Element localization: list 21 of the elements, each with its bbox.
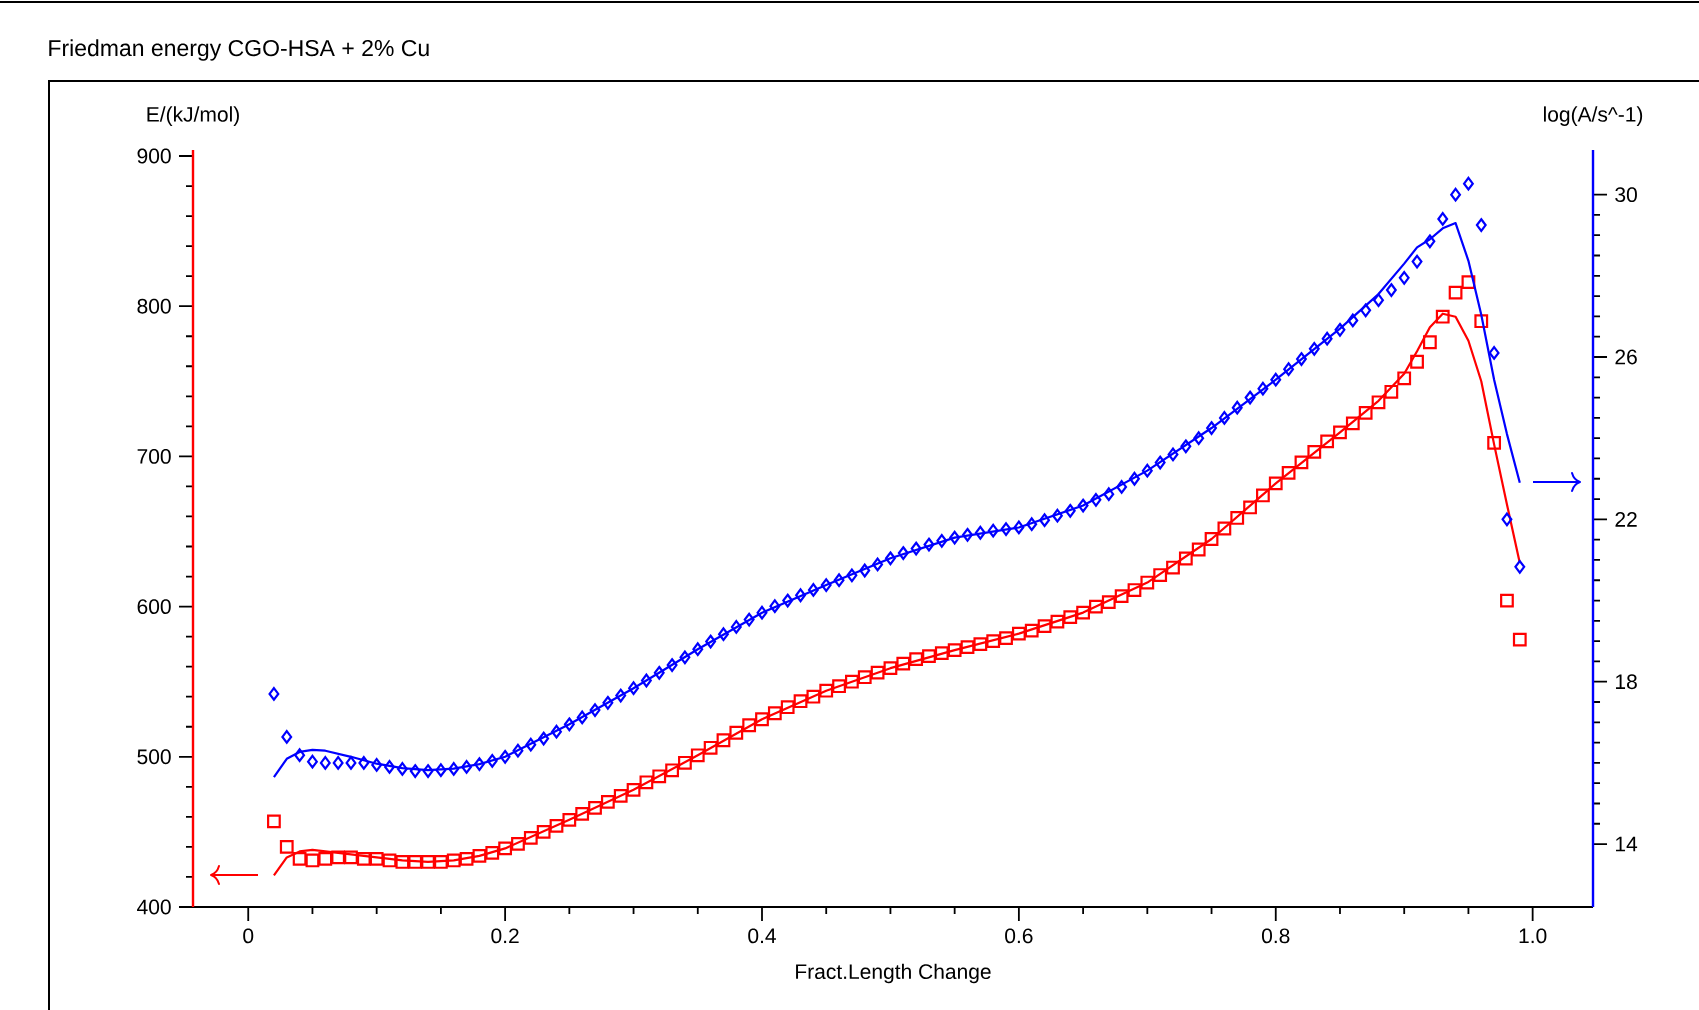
y-axis-title: E/(kJ/mol) xyxy=(147,106,239,126)
y2-tick-label: 18 xyxy=(1616,674,1637,690)
y-tick-label: 900 xyxy=(137,148,171,164)
y-tick-label: 700 xyxy=(137,448,171,464)
y-tick-label: 400 xyxy=(137,899,171,915)
y-tick-label: 800 xyxy=(137,298,171,314)
y-tick-label: 600 xyxy=(137,599,171,615)
x-tick-label: 0.4 xyxy=(748,928,776,944)
x-tick-label: 0.6 xyxy=(1005,928,1033,944)
y2-tick-label: 14 xyxy=(1616,836,1638,852)
y-tick-label: 500 xyxy=(137,749,171,765)
x-tick-label: 0.2 xyxy=(491,928,519,944)
x-tick-label: 0.8 xyxy=(1261,928,1290,944)
y2-tick-label: 22 xyxy=(1615,512,1637,527)
y2-tick-label: 30 xyxy=(1615,187,1637,203)
y2-tick-label: 26 xyxy=(1615,349,1637,365)
x-tick-label: 0 xyxy=(243,928,254,944)
chart-title: Friedman energy CGO-HSA + 2% Cu xyxy=(49,39,429,61)
y2-axis-title: log(A/s^-1) xyxy=(1543,106,1643,126)
x-axis-title: Fract.Length Change xyxy=(796,963,991,984)
x-tick-label: 1.0 xyxy=(1519,928,1547,944)
